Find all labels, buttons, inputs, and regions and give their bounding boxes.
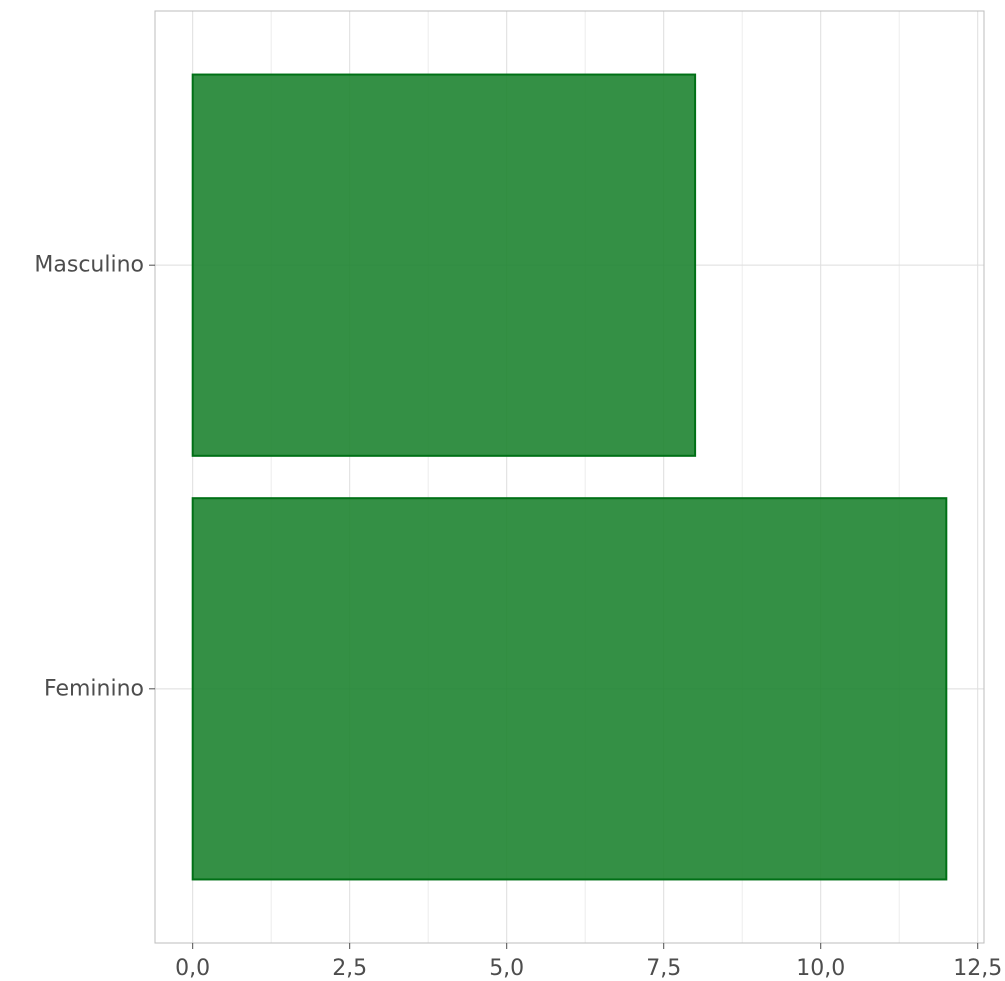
- x-tick-label: 7,5: [646, 956, 681, 981]
- x-axis: 0,0 2,5 5,0 7,5 10,0 12,5: [175, 943, 1002, 981]
- x-tick-label: 10,0: [796, 956, 845, 981]
- panel-border: [154, 10, 985, 944]
- y-tick-label: Masculino: [34, 253, 144, 278]
- y-axis: Feminino Masculino: [34, 253, 155, 701]
- x-tick-label: 5,0: [489, 956, 524, 981]
- bars-layer: [191, 73, 948, 881]
- x-tick-label: 12,5: [953, 956, 1002, 981]
- x-tick-label: 0,0: [175, 956, 210, 981]
- bar-masculino: [191, 73, 697, 457]
- bar-feminino: [191, 497, 948, 881]
- x-tick-label: 2,5: [332, 956, 367, 981]
- y-tick-label: Feminino: [44, 676, 144, 701]
